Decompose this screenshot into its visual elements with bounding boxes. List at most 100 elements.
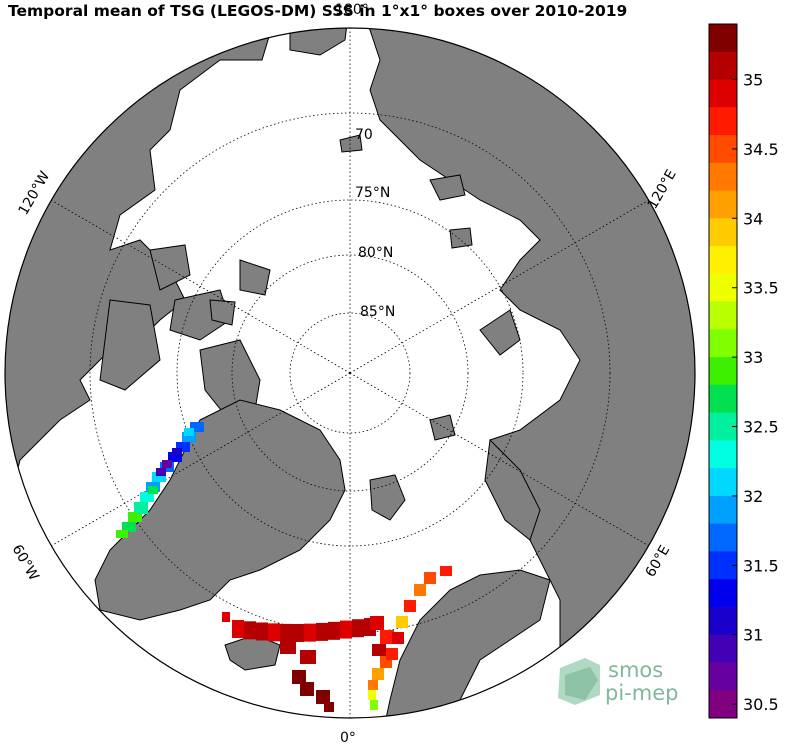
lat-label-75: 75°N xyxy=(355,185,390,201)
colorbar-tick-label: 30.5 xyxy=(743,695,779,714)
sss-cell xyxy=(162,460,172,468)
colorbar-block xyxy=(709,606,737,636)
sss-cell xyxy=(372,668,384,680)
colorbar-tick-label: 31 xyxy=(743,626,763,645)
colorbar-tick-label: 32 xyxy=(743,487,763,506)
colorbar-block xyxy=(709,384,737,414)
colorbar-block xyxy=(709,218,737,247)
sss-cell xyxy=(392,632,404,644)
colorbar-block xyxy=(709,440,737,469)
sss-cell xyxy=(396,616,408,628)
colorbar-block xyxy=(709,301,737,330)
land-chukotka xyxy=(289,28,351,56)
land-wrangel xyxy=(339,134,363,153)
colorbar-block xyxy=(709,51,737,81)
sss-cell xyxy=(368,690,376,700)
colorbar-block xyxy=(709,24,737,53)
graticule xyxy=(50,28,650,718)
land-greenland xyxy=(94,399,346,621)
sss-cell xyxy=(368,680,378,690)
land-arctic-islands-4 xyxy=(239,259,271,296)
sss-cell xyxy=(440,566,452,576)
sss-cell xyxy=(128,512,142,522)
sss-cell xyxy=(222,612,230,622)
sss-cell xyxy=(116,530,128,538)
colorbar-frame xyxy=(708,23,738,719)
sss-cell xyxy=(316,690,330,704)
sss-cell xyxy=(148,486,158,494)
colorbar-tick-label: 34 xyxy=(743,209,763,228)
colorbar-tick-label: 31.5 xyxy=(743,556,779,575)
colorbar-block xyxy=(709,162,737,192)
land-franz-josef xyxy=(429,414,456,441)
sss-cell xyxy=(352,619,364,638)
sss-cell xyxy=(138,506,148,514)
colorbar-blocks xyxy=(709,24,737,719)
sss-cells xyxy=(116,422,452,712)
sss-cell xyxy=(386,648,398,660)
colorbar-block xyxy=(709,579,737,608)
sss-cell xyxy=(190,422,204,432)
lat-label-70: 70 xyxy=(355,127,373,143)
smos-pi-mep-logo: smos pi-mep xyxy=(558,658,678,705)
logo-line-2: pi-mep xyxy=(605,681,678,705)
lat-label-85: 85°N xyxy=(360,304,395,320)
colorbar-tick-label: 34.5 xyxy=(743,140,779,159)
colorbar-block xyxy=(709,468,737,497)
sss-cell xyxy=(152,472,166,482)
sss-cell xyxy=(268,623,280,642)
lat-label-80: 80°N xyxy=(358,245,393,261)
sss-cell xyxy=(340,620,352,639)
sss-cell xyxy=(140,492,154,502)
colorbar-block xyxy=(709,329,737,358)
sss-cell xyxy=(300,650,316,664)
map-title: Temporal mean of TSG (LEGOS-DM) SSS in 1… xyxy=(8,2,628,20)
sss-cell xyxy=(168,452,182,462)
colorbar-block xyxy=(709,107,737,136)
sss-cell xyxy=(316,622,328,641)
land-arctic-islands-1 xyxy=(149,244,191,291)
colorbar-block xyxy=(709,523,737,552)
sss-cell xyxy=(300,682,314,696)
colorbar-block xyxy=(709,246,737,275)
sss-cell xyxy=(370,700,378,710)
colorbar-tick-label: 33.5 xyxy=(743,279,779,298)
sss-cell xyxy=(122,522,136,532)
sss-cell xyxy=(328,621,340,640)
colorbar-ticks: 35 34.5 34 33.5 33 32.5 32 31.5 31 30.5 xyxy=(732,71,779,714)
colorbar-block xyxy=(709,662,737,691)
sss-cell xyxy=(370,616,384,630)
colorbar-block xyxy=(709,495,737,525)
sss-cell xyxy=(172,448,182,456)
sss-cell xyxy=(176,442,190,452)
colorbar-block xyxy=(709,190,737,219)
sss-cell xyxy=(244,621,256,640)
lon-label-0: 0° xyxy=(340,730,356,746)
land-scandinavia xyxy=(379,569,551,718)
sss-cell xyxy=(232,620,244,638)
sss-cell xyxy=(182,432,196,442)
sss-cell xyxy=(380,630,394,644)
sss-cell xyxy=(256,622,268,641)
colorbar-tick-label: 32.5 xyxy=(743,418,779,437)
colorbar-tick-label: 33 xyxy=(743,348,763,367)
sss-cell xyxy=(292,670,306,684)
lon-label-180: 180° xyxy=(335,2,369,18)
sss-cell xyxy=(184,428,194,436)
colorbar-block xyxy=(709,357,737,386)
land-new-siberian-2 xyxy=(449,227,473,249)
colorbar-tick-label: 35 xyxy=(743,71,763,90)
logo-line-1: smos xyxy=(608,658,663,682)
map-border xyxy=(4,27,696,719)
land-novaya-zemlya xyxy=(484,438,541,541)
sss-cell xyxy=(280,640,296,654)
colorbar-block xyxy=(709,634,737,663)
sss-cell xyxy=(156,468,166,476)
land-svalbard xyxy=(369,474,406,521)
sss-cell xyxy=(372,644,386,656)
sss-cell xyxy=(280,623,292,642)
land-arctic-islands-6 xyxy=(209,299,236,326)
land-arctic-islands-5 xyxy=(99,299,161,391)
